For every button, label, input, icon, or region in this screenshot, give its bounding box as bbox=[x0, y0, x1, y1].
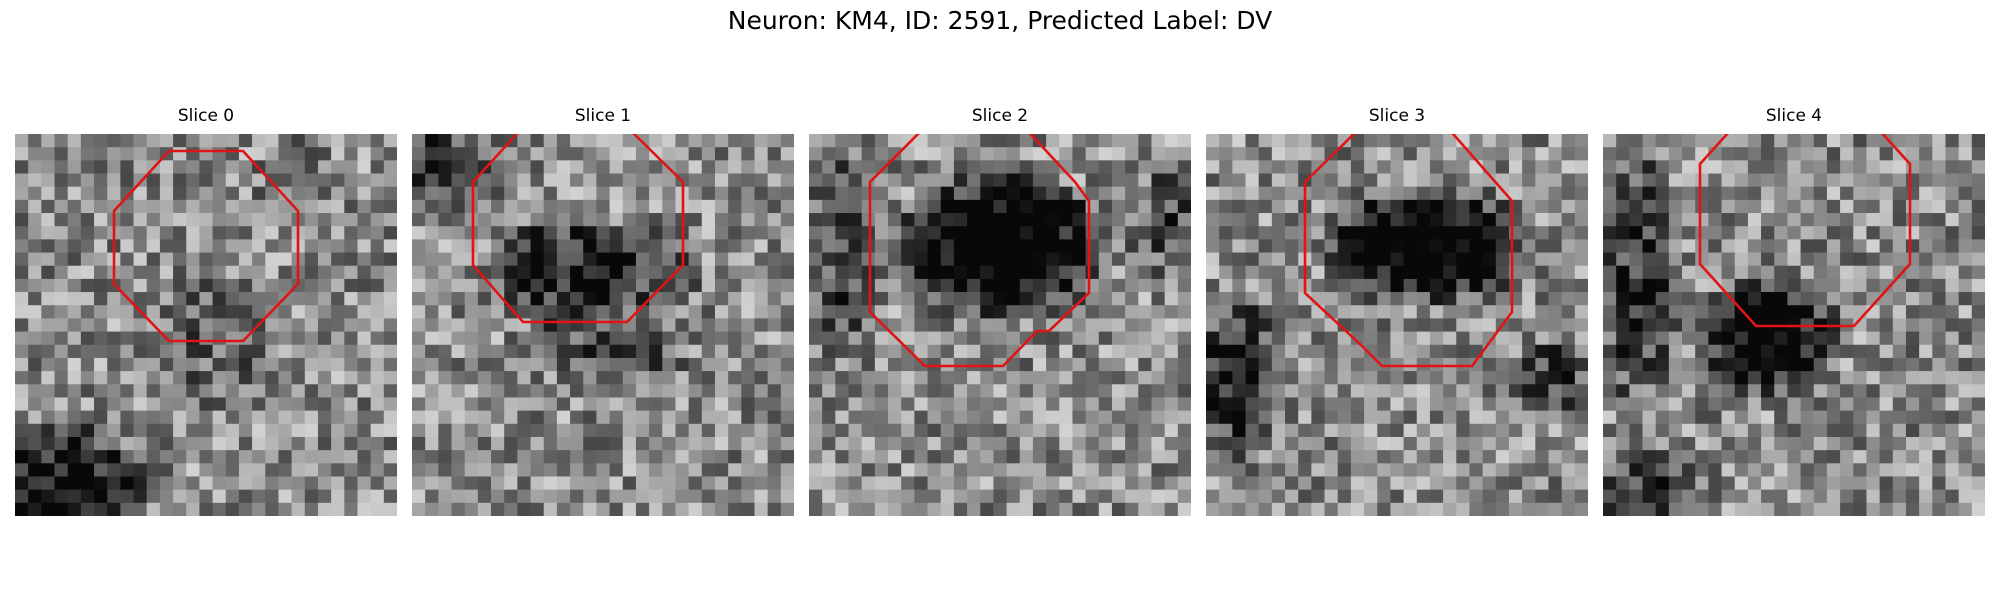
slice-title-3: Slice 3 bbox=[1368, 106, 1426, 126]
roi-outline-3 bbox=[1303, 134, 1514, 368]
slice-image-3 bbox=[1206, 134, 1588, 516]
figure-title: Neuron: KM4, ID: 2591, Predicted Label: … bbox=[727, 6, 1273, 35]
slice-image-0 bbox=[15, 134, 397, 516]
roi-outline-1 bbox=[471, 134, 685, 324]
slice-title-1: Slice 1 bbox=[574, 106, 632, 126]
slice-title-2: Slice 2 bbox=[971, 106, 1029, 126]
slice-image-4 bbox=[1603, 134, 1985, 516]
slice-title-0: Slice 0 bbox=[177, 106, 235, 126]
slice-image-1 bbox=[412, 134, 794, 516]
roi-outline-2 bbox=[868, 134, 1091, 368]
slice-title-4: Slice 4 bbox=[1765, 106, 1823, 126]
roi-outline-0 bbox=[112, 149, 300, 343]
roi-outline-4 bbox=[1698, 134, 1912, 328]
slice-image-2 bbox=[809, 134, 1191, 516]
